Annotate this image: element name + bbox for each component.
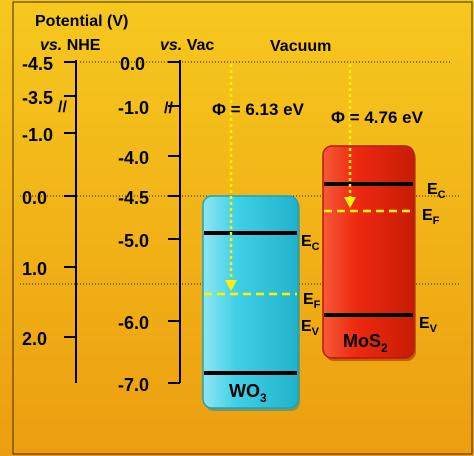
nhe-vs-label: vs. xyxy=(40,37,62,54)
nhe-tick-label: -1.0 xyxy=(22,125,53,145)
mos2-ev-label: EV xyxy=(419,315,438,335)
vac-tick-label: -1.0 xyxy=(118,98,149,118)
mos2-label-sub: 2 xyxy=(381,341,388,355)
wo3-ec-label: EC xyxy=(301,233,320,253)
wo3-arrow-head xyxy=(225,280,237,291)
mos2-ec-base: E xyxy=(427,181,438,198)
wo3-block xyxy=(202,195,299,409)
wo3-ef-sub: F xyxy=(314,299,321,311)
nhe-axis-heading: vs. NHE xyxy=(40,37,101,54)
wo3-ev-label: EV xyxy=(301,318,320,338)
vac-tick-label: -6.0 xyxy=(118,313,149,333)
wo3-ec-base: E xyxy=(301,233,312,250)
wo3-band-block: WO3 EC EF EV xyxy=(202,195,321,411)
mos2-ev-sub: V xyxy=(430,323,438,335)
wo3-ef-label: EF xyxy=(303,291,321,311)
mos2-arrow-head xyxy=(344,197,356,208)
wo3-label-base: WO xyxy=(229,381,260,401)
nhe-tick-label: 1.0 xyxy=(22,259,47,279)
wo3-ef-base: E xyxy=(303,291,314,308)
nhe-tick-label: 0.0 xyxy=(22,188,47,208)
mos2-work-function-label: Φ = 4.76 eV xyxy=(331,108,424,127)
vac-tick-label: -7.0 xyxy=(118,375,149,395)
mos2-ec-sub: C xyxy=(438,189,446,201)
vac-axis: 0.0 -1.0 // -4.0 -4.5 -5.0 -6.0 -7.0 xyxy=(118,54,181,395)
wo3-work-function-arrow xyxy=(225,64,237,291)
vac-axis-break: // xyxy=(164,100,173,117)
vac-tick-label: -4.5 xyxy=(118,188,149,208)
vac-tick-label: -5.0 xyxy=(118,231,149,251)
wo3-ec-sub: C xyxy=(312,241,320,253)
wo3-ev-base: E xyxy=(301,318,312,335)
vac-tick-label: 0.0 xyxy=(120,54,145,74)
wo3-label-sub: 3 xyxy=(260,391,267,405)
mos2-label: MoS2 xyxy=(343,331,388,355)
wo3-label: WO3 xyxy=(229,381,267,405)
mos2-ec-label: EC xyxy=(427,181,446,201)
nhe-tick-label: 2.0 xyxy=(22,329,47,349)
mos2-ef-sub: F xyxy=(433,215,440,227)
nhe-tick-label: -3.5 xyxy=(22,88,53,108)
vacuum-label: Vacuum xyxy=(270,38,331,55)
vac-suffix-label: Vac xyxy=(182,37,214,54)
vac-axis-heading: vs. Vac xyxy=(160,37,214,54)
nhe-axis: -4.5 -3.5 // -1.0 0.0 1.0 2.0 xyxy=(22,54,77,383)
vac-tick-label: -4.0 xyxy=(118,148,149,168)
wo3-work-function-label: Φ = 6.13 eV xyxy=(212,100,305,119)
potential-heading: Potential (V) xyxy=(35,13,128,30)
mos2-ef-base: E xyxy=(422,207,433,224)
nhe-axis-break: // xyxy=(58,99,67,116)
mos2-ev-base: E xyxy=(419,315,430,332)
frame xyxy=(12,1,473,455)
mos2-label-base: MoS xyxy=(343,331,381,351)
wo3-ev-sub: V xyxy=(312,326,320,338)
vac-vs-label: vs. xyxy=(160,37,182,54)
mos2-work-function-arrow xyxy=(344,64,356,208)
mos2-ef-label: EF xyxy=(422,207,440,227)
nhe-tick-label: -4.5 xyxy=(22,54,53,74)
mos2-block xyxy=(322,145,415,359)
nhe-suffix-label: NHE xyxy=(62,37,101,54)
